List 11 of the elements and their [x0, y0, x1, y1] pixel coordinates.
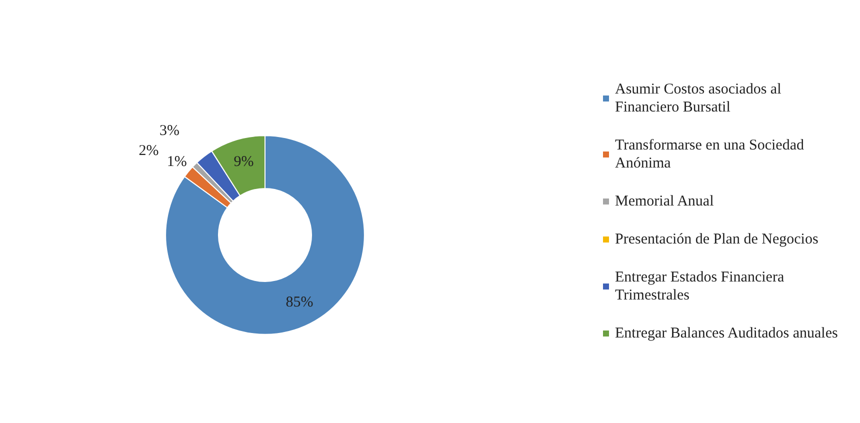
legend-label: Asumir Costos asociados al Financiero Bursatil: [615, 82, 785, 116]
data-label: 9%: [234, 154, 254, 170]
legend-label: Transformarse en una Sociedad Anónima: [615, 138, 808, 172]
data-label: 85%: [286, 294, 314, 311]
legend-label: Entregar Estados Financiera Trimestrales: [615, 270, 788, 304]
legend-label: Entregar Balances Auditados anuales: [615, 326, 838, 342]
data-label: 2%: [138, 143, 159, 160]
data-label: 1%: [166, 154, 187, 170]
legend-label: Memorial Anual: [615, 194, 714, 210]
data-label: 3%: [159, 123, 180, 140]
legend-label: Presentación de Plan de Negocios: [615, 232, 818, 248]
